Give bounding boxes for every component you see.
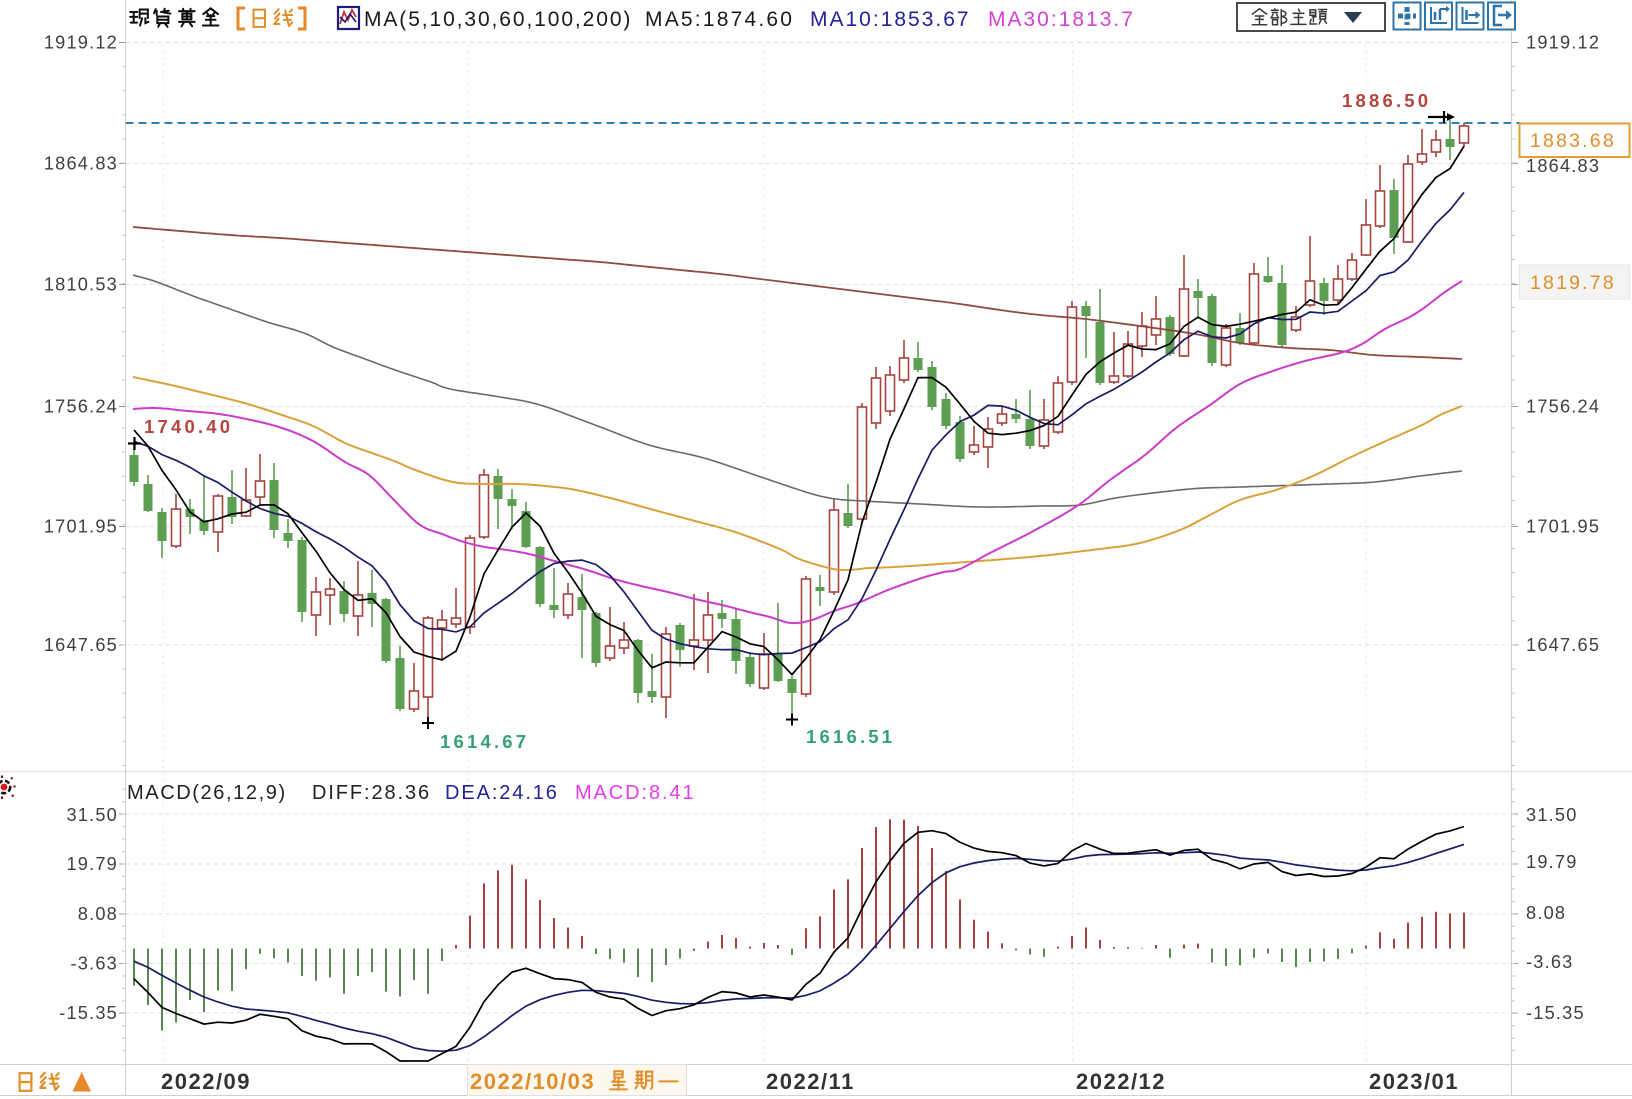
svg-text:31.50: 31.50 [66,805,118,825]
svg-text:1756.24: 1756.24 [1526,397,1600,417]
svg-text:1701.95: 1701.95 [1526,517,1600,537]
svg-text:MA30:1813.7: MA30:1813.7 [988,8,1135,31]
svg-text:-15.35: -15.35 [1526,1003,1585,1023]
svg-text:MACD:8.41: MACD:8.41 [575,782,695,804]
svg-text:1886.50: 1886.50 [1342,90,1431,111]
svg-text:2022/11: 2022/11 [766,1069,855,1094]
svg-text:1919.12: 1919.12 [1526,33,1600,53]
svg-text:1647.65: 1647.65 [1526,635,1600,655]
svg-text:DIFF:28.36: DIFF:28.36 [312,782,431,804]
svg-text:MA(5,10,30,60,100,200): MA(5,10,30,60,100,200) [364,8,632,31]
svg-text:1810.53: 1810.53 [44,275,118,295]
svg-text:19.79: 19.79 [66,854,118,874]
svg-text:1919.12: 1919.12 [44,33,118,53]
svg-text:MA5:1874.60: MA5:1874.60 [645,8,794,31]
svg-text:1883.68: 1883.68 [1530,130,1616,152]
svg-text:DEA:24.16: DEA:24.16 [445,782,559,804]
svg-text:1819.78: 1819.78 [1530,272,1616,294]
svg-text:1756.24: 1756.24 [44,397,118,417]
svg-text:1864.83: 1864.83 [1526,156,1600,176]
svg-text:1864.83: 1864.83 [44,154,118,174]
svg-text:1701.95: 1701.95 [44,517,118,537]
svg-text:MACD(26,12,9): MACD(26,12,9) [127,782,287,804]
svg-text:19.79: 19.79 [1526,852,1578,872]
svg-text:31.50: 31.50 [1526,805,1578,825]
svg-text:2022/10/03: 2022/10/03 [470,1069,595,1094]
svg-text:MA10:1853.67: MA10:1853.67 [810,8,971,31]
svg-text:1740.40: 1740.40 [144,416,233,437]
svg-text:8.08: 8.08 [1526,903,1566,923]
svg-text:8.08: 8.08 [78,904,118,924]
svg-text:2022/12: 2022/12 [1076,1069,1166,1094]
svg-text:2022/09: 2022/09 [161,1069,251,1094]
svg-text:1647.65: 1647.65 [44,635,118,655]
svg-text:-15.35: -15.35 [59,1003,118,1023]
svg-text:1614.67: 1614.67 [440,731,529,752]
svg-text:2023/01: 2023/01 [1369,1069,1459,1094]
svg-text:-3.63: -3.63 [71,954,118,974]
svg-text:-3.63: -3.63 [1526,952,1573,972]
svg-text:1616.51: 1616.51 [806,726,895,747]
